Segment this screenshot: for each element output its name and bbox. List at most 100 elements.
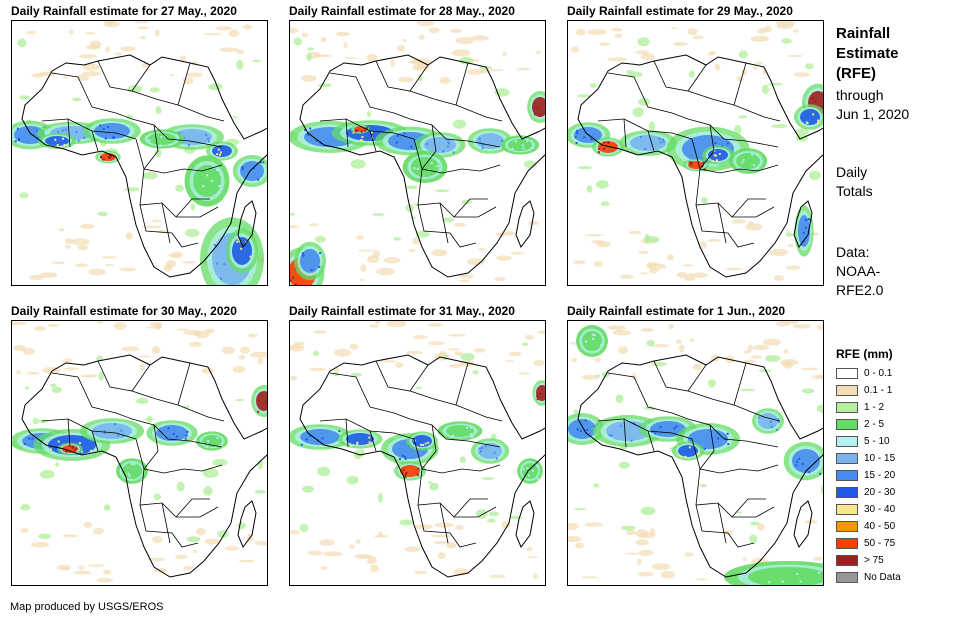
- madagascar-outline: [793, 200, 813, 248]
- rainfall-cell: [545, 390, 546, 392]
- rain-patch: [237, 522, 246, 530]
- rainfall-cell: [57, 130, 60, 133]
- light-rain-patch: [114, 52, 123, 56]
- country-border: [139, 204, 199, 248]
- light-rain-patch: [215, 26, 232, 31]
- light-rain-patch: [428, 341, 445, 346]
- data-source: Data: NOAA- RFE2.0: [836, 243, 883, 300]
- country-border: [175, 198, 210, 218]
- light-rain-patch: [431, 249, 448, 257]
- light-rain-patch: [516, 67, 531, 71]
- rain-patch: [155, 148, 162, 158]
- panel-title-2: Daily Rainfall estimate for 28 May., 202…: [289, 4, 515, 18]
- rain-patch: [38, 533, 51, 540]
- rain-patch: [595, 180, 609, 189]
- country-border: [369, 430, 377, 452]
- country-border: [671, 112, 779, 148]
- rainfall-cell: [404, 473, 407, 476]
- rainfall-cell: [536, 106, 539, 109]
- light-rain-patch: [628, 230, 642, 235]
- light-rain-patch: [450, 28, 462, 33]
- totals-line-2: Totals: [836, 183, 873, 199]
- rain-patch: [488, 511, 500, 517]
- rainfall-cell: [426, 143, 428, 146]
- country-border: [329, 72, 395, 114]
- rainfall-cell: [800, 122, 803, 125]
- legend-item: 5 - 10: [836, 435, 890, 448]
- country-border: [699, 124, 715, 170]
- rainfall-area: [240, 161, 264, 181]
- country-border: [439, 202, 449, 244]
- light-rain-patch: [103, 569, 112, 575]
- rainfall-cell: [801, 463, 804, 465]
- rainfall-cell: [216, 169, 219, 172]
- light-rain-patch: [679, 344, 685, 353]
- rain-patch: [20, 504, 31, 511]
- rainfall-map-1-jun: [567, 320, 824, 586]
- rain-patch: [290, 212, 296, 216]
- rainfall-cell: [257, 399, 260, 402]
- light-rain-patch: [182, 261, 197, 264]
- light-rain-patch: [707, 52, 715, 56]
- through-value: Jun 1, 2020: [836, 106, 910, 122]
- light-rain-patch: [224, 546, 239, 551]
- light-rain-patch: [360, 264, 367, 272]
- country-border: [97, 60, 151, 92]
- light-rain-patch: [378, 360, 398, 363]
- light-rain-patch: [454, 351, 464, 356]
- light-rain-patch: [675, 339, 682, 345]
- rainfall-cell: [714, 154, 717, 157]
- rain-patch: [208, 83, 223, 91]
- light-rain-patch: [96, 577, 114, 583]
- rainfall-cell: [219, 151, 222, 154]
- rainfall-cell: [717, 437, 720, 440]
- light-rain-patch: [736, 75, 744, 82]
- country-border: [421, 124, 437, 170]
- light-rain-patch: [635, 539, 649, 546]
- light-rain-patch: [121, 346, 140, 352]
- rain-patch: [590, 83, 597, 88]
- rain-patch: [153, 493, 162, 501]
- rainfall-cell: [402, 468, 405, 471]
- light-rain-patch: [103, 21, 120, 28]
- light-rain-patch: [731, 219, 746, 224]
- rainfall-cell: [726, 432, 729, 435]
- legend-label: > 75: [864, 555, 884, 566]
- light-rain-patch: [439, 77, 451, 84]
- rainfall-cell: [114, 423, 117, 425]
- legend-label: 2 - 5: [864, 419, 885, 430]
- light-rain-patch: [587, 29, 607, 35]
- light-rain-patch: [82, 71, 102, 77]
- country-border: [161, 502, 171, 544]
- rainfall-area: [346, 433, 374, 445]
- light-rain-patch: [343, 57, 358, 60]
- rainfall-cell: [56, 144, 59, 146]
- light-rain-patch: [568, 522, 579, 531]
- rain-patch: [738, 115, 747, 119]
- country-border: [453, 498, 488, 518]
- rainfall-cell: [63, 144, 66, 146]
- rainfall-cell: [471, 436, 474, 438]
- rainfall-area: [792, 449, 820, 473]
- light-rain-patch: [448, 348, 461, 351]
- light-rain-patch: [745, 223, 763, 231]
- africa-coastline: [577, 54, 823, 278]
- rainfall-cell: [688, 446, 691, 449]
- rainfall-cell: [452, 151, 455, 154]
- rainfall-cell: [448, 142, 451, 145]
- rainfall-cell: [608, 434, 611, 437]
- rain-patch: [643, 406, 656, 411]
- light-rain-patch: [573, 260, 586, 265]
- light-rain-patch: [651, 563, 671, 571]
- legend-swatch: [836, 487, 858, 498]
- light-rain-patch: [591, 239, 605, 244]
- rain-patch: [410, 216, 417, 219]
- light-rain-patch: [437, 552, 446, 560]
- country-border: [607, 372, 673, 414]
- rain-patch: [190, 203, 195, 212]
- light-rain-patch: [537, 330, 545, 335]
- rain-patch: [573, 508, 587, 510]
- rainfall-cell: [363, 129, 366, 132]
- rainfall-cell: [574, 136, 577, 139]
- light-rain-patch: [640, 272, 649, 275]
